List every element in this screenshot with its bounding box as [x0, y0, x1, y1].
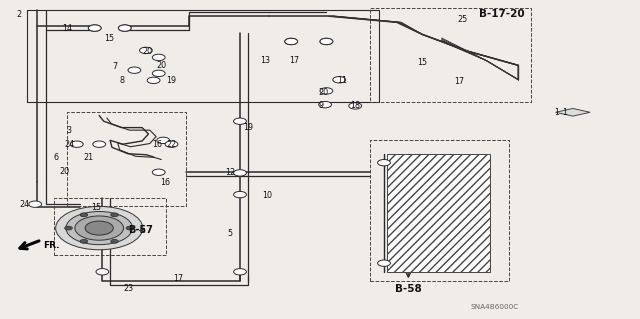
Text: 24: 24: [19, 200, 29, 209]
Text: 6: 6: [54, 153, 59, 162]
Text: 19: 19: [166, 76, 177, 85]
Circle shape: [320, 88, 333, 94]
Circle shape: [152, 70, 165, 77]
Circle shape: [70, 141, 83, 147]
Circle shape: [80, 213, 88, 217]
Text: 20: 20: [156, 61, 166, 70]
Text: 24: 24: [64, 140, 74, 149]
Text: 17: 17: [289, 56, 300, 65]
Text: 23: 23: [123, 284, 133, 293]
Text: 20: 20: [318, 88, 328, 97]
Circle shape: [88, 25, 101, 31]
Text: 15: 15: [417, 58, 428, 67]
Circle shape: [165, 141, 178, 147]
Text: 22: 22: [166, 140, 177, 149]
Circle shape: [75, 216, 124, 240]
Circle shape: [56, 206, 143, 250]
Circle shape: [126, 226, 134, 230]
Circle shape: [285, 38, 298, 45]
Text: 19: 19: [243, 123, 253, 132]
Text: 17: 17: [454, 77, 465, 86]
Text: 20: 20: [59, 167, 69, 176]
Text: 10: 10: [262, 191, 273, 200]
Circle shape: [378, 160, 390, 166]
Circle shape: [319, 101, 332, 108]
Circle shape: [118, 25, 131, 31]
Circle shape: [333, 77, 346, 83]
Circle shape: [128, 67, 141, 73]
Circle shape: [66, 211, 132, 245]
Text: 18: 18: [350, 101, 360, 110]
Text: 1: 1: [562, 108, 567, 117]
Circle shape: [234, 269, 246, 275]
Circle shape: [152, 54, 165, 61]
Text: 7: 7: [113, 63, 118, 71]
Text: 5: 5: [228, 229, 233, 238]
Text: 11: 11: [337, 76, 348, 85]
Circle shape: [80, 240, 88, 243]
Text: B-17-20: B-17-20: [479, 9, 525, 19]
Text: 8: 8: [119, 76, 124, 85]
Text: 2: 2: [17, 10, 22, 19]
Text: 13: 13: [260, 56, 271, 65]
Text: 16: 16: [152, 140, 163, 149]
Text: 25: 25: [457, 15, 467, 24]
Circle shape: [378, 260, 390, 266]
Text: 21: 21: [83, 153, 93, 162]
Circle shape: [234, 118, 246, 124]
Text: 17: 17: [173, 274, 183, 283]
Text: SNA4B6000C: SNA4B6000C: [470, 304, 518, 310]
Circle shape: [157, 137, 170, 144]
Circle shape: [320, 38, 333, 45]
Circle shape: [118, 25, 131, 31]
Circle shape: [88, 25, 101, 31]
Circle shape: [111, 213, 118, 217]
Text: 15: 15: [91, 204, 101, 212]
Circle shape: [140, 47, 152, 54]
Text: 16: 16: [160, 178, 170, 187]
Text: 12: 12: [225, 168, 236, 177]
Bar: [387, 154, 490, 272]
Circle shape: [96, 269, 109, 275]
Circle shape: [29, 201, 42, 207]
Circle shape: [320, 38, 333, 45]
Circle shape: [111, 240, 118, 243]
Text: 9: 9: [319, 101, 324, 110]
Text: 1: 1: [554, 108, 559, 117]
Text: FR.: FR.: [44, 241, 60, 250]
Circle shape: [285, 38, 298, 45]
Polygon shape: [556, 108, 590, 116]
Circle shape: [93, 141, 106, 147]
Circle shape: [234, 191, 246, 198]
Circle shape: [349, 103, 362, 109]
Text: 3: 3: [67, 126, 72, 135]
Text: 15: 15: [104, 34, 114, 43]
Text: B-57: B-57: [128, 225, 153, 235]
Circle shape: [65, 226, 72, 230]
Circle shape: [234, 170, 246, 176]
Text: 20: 20: [142, 47, 152, 56]
Circle shape: [147, 77, 160, 84]
Text: B-58: B-58: [395, 284, 422, 294]
Circle shape: [85, 221, 113, 235]
Circle shape: [152, 169, 165, 175]
Text: 14: 14: [62, 24, 72, 33]
